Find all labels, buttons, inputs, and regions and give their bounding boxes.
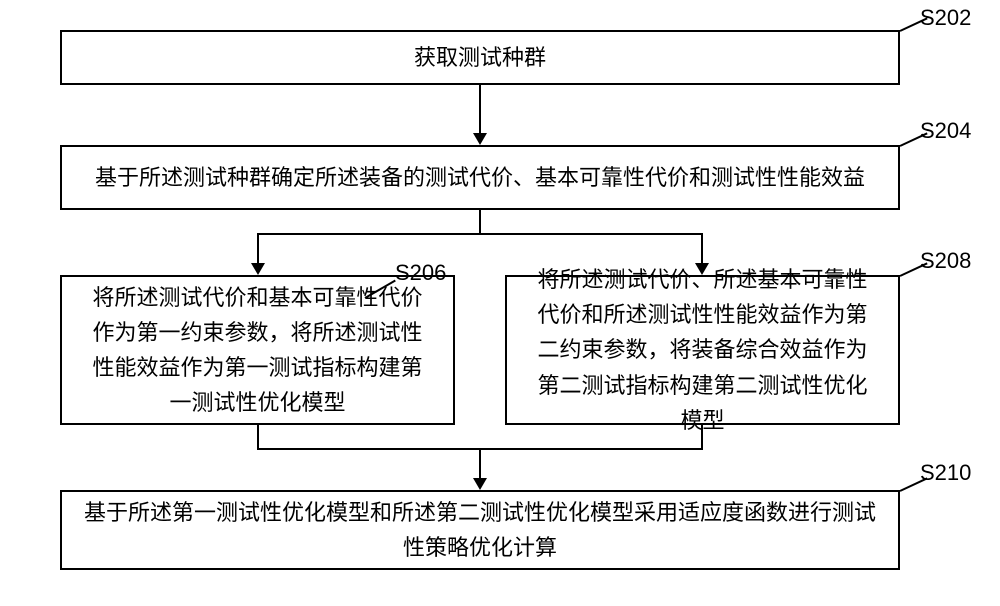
flowchart-box-s204: 基于所述测试种群确定所述装备的测试代价、基本可靠性代价和测试性性能效益 (60, 145, 900, 210)
connector-split-right (701, 233, 703, 263)
box-text: 将所述测试代价、所述基本可靠性代价和所述测试性性能效益作为第二约束参数，将装备综… (527, 262, 878, 438)
connector-s206-down (257, 425, 259, 450)
arrow-s202-s204 (473, 133, 487, 145)
box-text: 基于所述测试种群确定所述装备的测试代价、基本可靠性代价和测试性性能效益 (95, 160, 865, 195)
arrow-to-s210 (473, 478, 487, 490)
flowchart-box-s202: 获取测试种群 (60, 30, 900, 85)
box-text: 基于所述第一测试性优化模型和所述第二测试性优化模型采用适应度函数进行测试性策略优… (82, 495, 878, 565)
step-label-s204: S204 (920, 118, 971, 144)
box-text: 获取测试种群 (414, 40, 546, 75)
connector-s204-down (479, 210, 481, 235)
step-label-s206: S206 (395, 260, 446, 286)
step-label-s202: S202 (920, 5, 971, 31)
arrow-to-s206 (251, 263, 265, 275)
flowchart-box-s206: 将所述测试代价和基本可靠性代价作为第一约束参数，将所述测试性性能效益作为第一测试… (60, 275, 455, 425)
connector-split-left (257, 233, 259, 263)
connector-merge-down (479, 448, 481, 478)
flowchart-box-s210: 基于所述第一测试性优化模型和所述第二测试性优化模型采用适应度函数进行测试性策略优… (60, 490, 900, 570)
connector-s208-down (701, 425, 703, 450)
box-text: 将所述测试代价和基本可靠性代价作为第一约束参数，将所述测试性性能效益作为第一测试… (82, 280, 433, 421)
step-label-s210: S210 (920, 460, 971, 486)
connector-split-horizontal (257, 233, 703, 235)
connector-s202-s204 (479, 85, 481, 133)
flowchart-box-s208: 将所述测试代价、所述基本可靠性代价和所述测试性性能效益作为第二约束参数，将装备综… (505, 275, 900, 425)
step-label-s208: S208 (920, 248, 971, 274)
